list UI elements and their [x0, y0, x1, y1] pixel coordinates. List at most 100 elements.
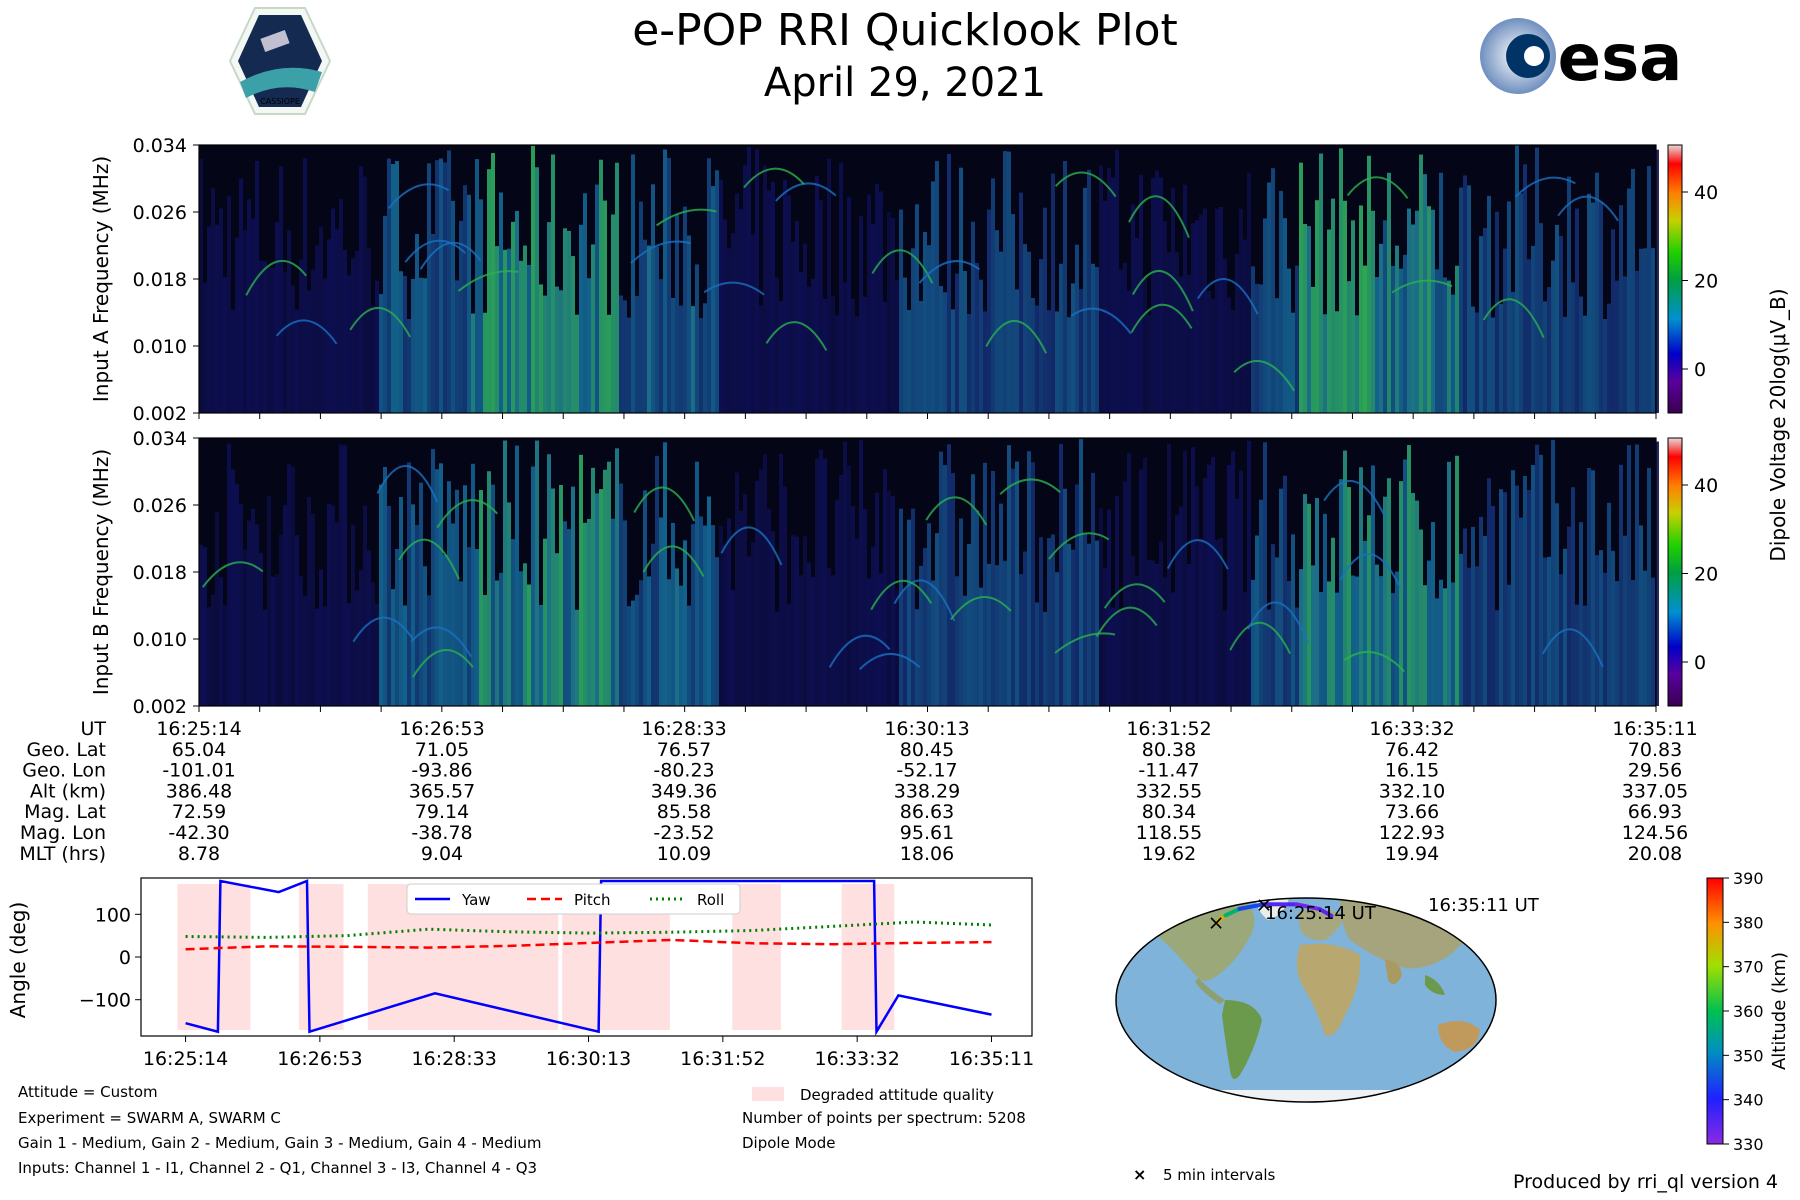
freq-tick-label: 0.026 [133, 202, 187, 224]
esa-logo: esa [1480, 18, 1682, 96]
produced-by: Produced by rri_ql version 4 [1513, 1171, 1778, 1193]
colorbar-tick-label: 20 [1694, 271, 1718, 293]
ephemeris-cell: 332.10 [1379, 780, 1445, 802]
colorbar-tick-label: 20 [1694, 564, 1718, 586]
ephemeris-row-label: Geo. Lon [22, 760, 106, 782]
attitude-legend: Yaw Pitch Roll [406, 883, 741, 915]
plot-date: April 29, 2021 [764, 60, 1046, 106]
attitude-ytick-label: −100 [79, 990, 131, 1012]
ground-track-segment [1223, 906, 1242, 918]
inputs-info: Inputs: Channel 1 - I1, Channel 2 - Q1, … [18, 1159, 537, 1177]
ephemeris-cell: 122.93 [1379, 822, 1445, 844]
track-end-label: 16:35:11 UT [1428, 895, 1540, 916]
legend-roll-label: Roll [697, 891, 724, 909]
degraded-interval [841, 884, 895, 1030]
cassiope-logo-text: CASSIOPE [260, 97, 300, 106]
freq-tick-label: 0.034 [133, 135, 187, 157]
input-a-ylabel: Input A Frequency (MHz) [89, 156, 113, 402]
ephemeris-cell: -93.86 [411, 760, 472, 782]
attitude-ytick-label: 100 [95, 904, 131, 926]
ephemeris-row-label: UT [80, 718, 106, 740]
ephemeris-cell: 20.08 [1628, 843, 1682, 865]
ephemeris-row-label: MLT (hrs) [19, 843, 106, 865]
interval-marker-icon: × [1133, 1165, 1146, 1184]
ephemeris-row-label: Mag. Lon [20, 822, 106, 844]
ephemeris-cell: 85.58 [657, 801, 711, 823]
dipole-mode: Dipole Mode [742, 1134, 835, 1152]
freq-tick-label: 0.034 [133, 428, 187, 450]
ephemeris-cell: 73.66 [1385, 801, 1439, 823]
ephemeris-cell: 65.04 [172, 739, 226, 761]
colorbar-tick-label: 40 [1694, 475, 1718, 497]
ephemeris-cell: 71.05 [415, 739, 469, 761]
ephemeris-cell: 29.56 [1628, 760, 1682, 782]
ephemeris-cell: 72.59 [172, 801, 226, 823]
ephemeris-cell: 10.09 [657, 843, 711, 865]
ephemeris-cell: 80.38 [1142, 739, 1196, 761]
altitude-tick-label: 380 [1733, 913, 1764, 932]
ephemeris-cell: -23.52 [653, 822, 714, 844]
spectrogram-colorbar-b [1667, 437, 1683, 707]
gains-info: Gain 1 - Medium, Gain 2 - Medium, Gain 3… [18, 1134, 542, 1152]
ephemeris-cell: 19.62 [1142, 843, 1196, 865]
ephemeris-row-label: Geo. Lat [27, 739, 106, 761]
degraded-legend-label: Degraded attitude quality [800, 1086, 994, 1104]
ephemeris-cell: 118.55 [1136, 822, 1202, 844]
esa-logo-text: esa [1558, 22, 1683, 96]
experiment-info: Experiment = SWARM A, SWARM C [18, 1109, 281, 1127]
ephemeris-cell: 80.34 [1142, 801, 1196, 823]
altitude-tick-label: 360 [1733, 1002, 1764, 1021]
colorbar-tick-label: 0 [1694, 652, 1706, 674]
cassiope-logo: CASSIOPE [228, 7, 332, 115]
attitude-ytick-label: 0 [119, 947, 131, 969]
attitude-ylabel: Angle (deg) [6, 902, 30, 1019]
legend-pitch-label: Pitch [574, 891, 611, 909]
ephemeris-cell: 76.42 [1385, 739, 1439, 761]
ephemeris-cell: 16:30:13 [884, 718, 969, 740]
degraded-legend-swatch [752, 1087, 784, 1101]
freq-tick-label: 0.002 [133, 403, 187, 425]
satellite-icon [260, 29, 290, 53]
ephemeris-cell: 16.15 [1385, 760, 1439, 782]
attitude-xtick-label: 16:25:14 [143, 1048, 228, 1070]
ephemeris-cell: 9.04 [421, 843, 463, 865]
ephemeris-cell: 16:28:33 [641, 718, 726, 740]
ephemeris-row-label: Mag. Lat [24, 801, 106, 823]
ephemeris-cell: -11.47 [1138, 760, 1199, 782]
interval-legend-label: 5 min intervals [1163, 1166, 1276, 1184]
ephemeris-row-label: Alt (km) [30, 780, 106, 802]
degraded-interval [298, 884, 344, 1030]
attitude-plot: 100 0 −100 16:25:14 16:26:53 16:28:33 16:30:13… [6, 877, 1034, 1070]
input-b-ylabel: Input B Frequency (MHz) [89, 449, 113, 695]
ephemeris-cell: 8.78 [178, 843, 220, 865]
ephemeris-cell: 19.94 [1385, 843, 1439, 865]
colorbar-tick-label: 0 [1694, 359, 1706, 381]
ephemeris-cell: 349.36 [651, 780, 717, 802]
altitude-colorbar [1706, 877, 1724, 1145]
attitude-xtick-label: 16:33:32 [815, 1048, 900, 1070]
altitude-tick-label: 340 [1733, 1091, 1764, 1110]
ephemeris-cell: 16:25:14 [156, 718, 241, 740]
altitude-tick-label: 330 [1733, 1135, 1764, 1154]
interval-marker: × [1256, 892, 1273, 916]
ephemeris-cell: 332.55 [1136, 780, 1202, 802]
ephemeris-cell: -42.30 [168, 822, 229, 844]
ephemeris-cell: 124.56 [1622, 822, 1688, 844]
attitude-xtick-label: 16:28:33 [412, 1048, 497, 1070]
attitude-xtick-label: 16:30:13 [546, 1048, 631, 1070]
attitude-info: Attitude = Custom [18, 1083, 158, 1101]
freq-tick-label: 0.010 [133, 629, 187, 651]
ground-track-segment [1237, 902, 1266, 911]
degraded-interval [177, 884, 251, 1030]
ephemeris-cell: 95.61 [900, 822, 954, 844]
freq-tick-label: 0.010 [133, 336, 187, 358]
ephemeris-cell: -52.17 [896, 760, 957, 782]
ephemeris-cell: -101.01 [162, 760, 235, 782]
attitude-xtick-label: 16:35:11 [949, 1048, 1034, 1070]
spectrogram-colorbar-label: Dipole Voltage 20log(μV_B) [1766, 288, 1790, 561]
page-title: e-POP RRI Quicklook Plot [632, 5, 1178, 56]
ephemeris-cell: 18.06 [900, 843, 954, 865]
colorbar-tick-label: 40 [1694, 182, 1718, 204]
attitude-xtick-label: 16:26:53 [277, 1048, 362, 1070]
